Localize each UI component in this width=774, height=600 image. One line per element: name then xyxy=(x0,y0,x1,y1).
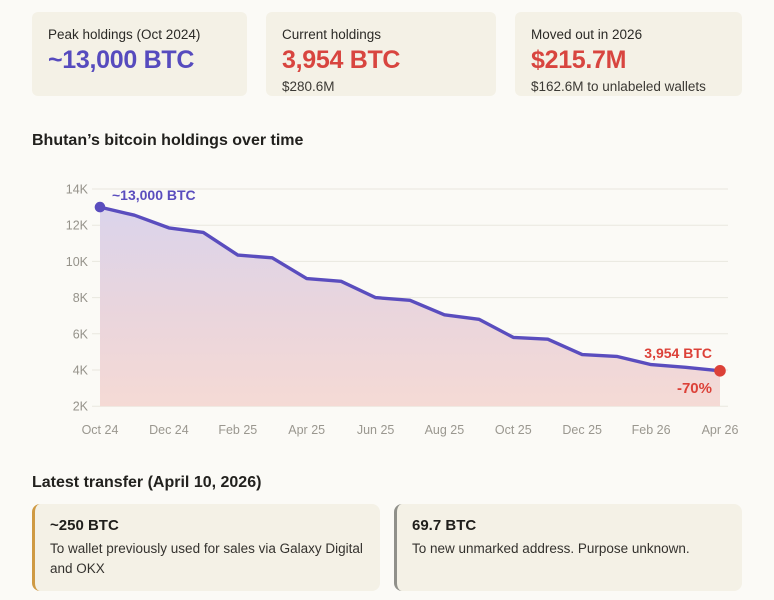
stat-subtext: $280.6M xyxy=(282,79,335,94)
x-tick-label: Feb 26 xyxy=(632,423,671,437)
chart-title: Bhutan’s bitcoin holdings over time xyxy=(32,132,304,149)
x-tick-label: Aug 25 xyxy=(425,423,465,437)
y-tick-label: 2K xyxy=(73,400,89,414)
peak-annotation: ~13,000 BTC xyxy=(112,187,196,203)
x-tick-label: Oct 24 xyxy=(82,423,119,437)
stat-value: ~13,000 BTC xyxy=(48,46,195,74)
transfer-card-unmarked-address: 69.7 BTC To new unmarked address. Purpos… xyxy=(394,504,742,592)
x-tick-label: Jun 25 xyxy=(357,423,395,437)
y-tick-label: 4K xyxy=(73,364,89,378)
x-tick-label: Apr 25 xyxy=(288,423,325,437)
x-tick-label: Oct 25 xyxy=(495,423,532,437)
x-tick-label: Dec 25 xyxy=(562,423,602,437)
transfer-card-galaxy-okx: ~250 BTC To wallet previously used for s… xyxy=(32,504,380,592)
stat-value: $215.7M xyxy=(531,46,627,74)
stat-subtext: $162.6M to unlabeled wallets xyxy=(531,79,706,94)
holdings-chart: 14K 12K 10K 8K 6K 4K 2K Oct 24 Dec 24 Feb 25 Apr 2… xyxy=(66,183,739,438)
transfer-amount: 69.7 BTC xyxy=(412,517,477,534)
y-tick-label: 12K xyxy=(66,219,89,233)
stat-label: Peak holdings (Oct 2024) xyxy=(48,27,201,42)
y-tick-label: 8K xyxy=(73,291,89,305)
y-tick-label: 6K xyxy=(73,327,89,341)
x-tick-label: Apr 26 xyxy=(702,423,739,437)
y-tick-label: 14K xyxy=(66,183,89,197)
x-tick-label: Feb 25 xyxy=(218,423,257,437)
stat-card-moved-out: Moved out in 2026 $215.7M $162.6M to unl… xyxy=(515,12,742,96)
transfer-row: ~250 BTC To wallet previously used for s… xyxy=(32,504,742,592)
transfer-amount: ~250 BTC xyxy=(50,517,119,534)
transfer-description: To new unmarked address. Purpose unknown… xyxy=(412,541,690,556)
area-fill xyxy=(100,207,720,407)
stats-row: Peak holdings (Oct 2024) ~13,000 BTC Cur… xyxy=(32,12,742,96)
trend-line xyxy=(98,205,722,373)
end-point xyxy=(714,365,726,377)
pct-change-annotation: -70% xyxy=(677,380,712,397)
y-tick-label: 10K xyxy=(66,255,89,269)
stat-label: Current holdings xyxy=(282,27,382,42)
stat-value: 3,954 BTC xyxy=(282,46,401,74)
transfer-description: To wallet previously used for sales via … xyxy=(50,541,363,576)
stat-card-current-holdings: Current holdings 3,954 BTC $280.6M xyxy=(266,12,496,96)
stat-label: Moved out in 2026 xyxy=(531,27,643,42)
x-tick-label: Dec 24 xyxy=(149,423,189,437)
latest-transfer-heading: Latest transfer (April 10, 2026) xyxy=(32,474,262,491)
start-point xyxy=(94,201,106,213)
stat-card-peak-holdings: Peak holdings (Oct 2024) ~13,000 BTC xyxy=(32,12,247,96)
current-annotation: 3,954 BTC xyxy=(644,345,712,361)
